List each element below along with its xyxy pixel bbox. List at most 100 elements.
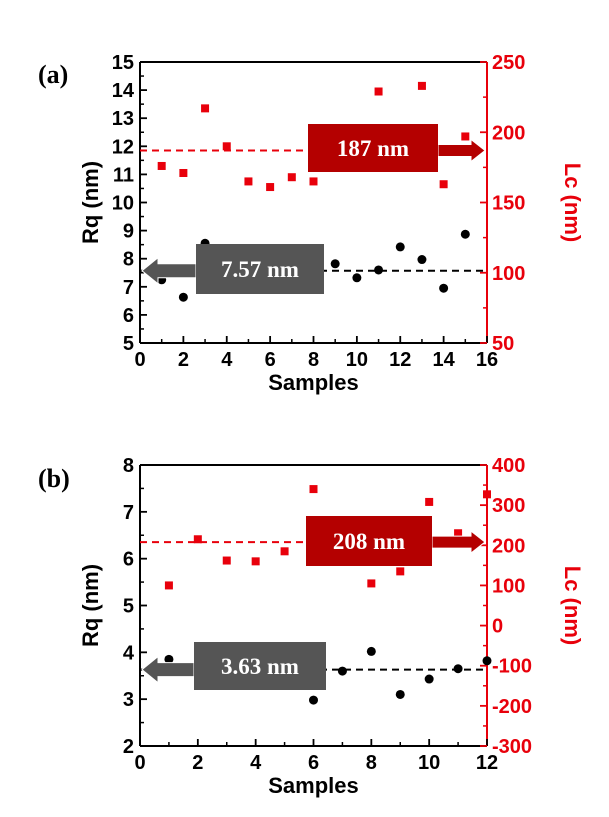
lc-point bbox=[425, 497, 434, 506]
lc-point bbox=[309, 485, 318, 494]
left-y-tick-label: 15 bbox=[112, 52, 134, 74]
callout-label: 7.57 nm bbox=[221, 257, 299, 282]
x-tick-label: 0 bbox=[134, 752, 145, 774]
x-tick-label: 4 bbox=[221, 349, 233, 371]
lc-point bbox=[454, 529, 463, 538]
right-y-tick-label: 100 bbox=[492, 575, 525, 597]
rq-point bbox=[330, 259, 340, 269]
callout-box bbox=[308, 124, 438, 172]
callout-box bbox=[196, 244, 324, 294]
left-y-axis-title: Rq (nm) bbox=[78, 564, 103, 647]
right-y-tick-label: 50 bbox=[492, 333, 514, 355]
lc-mean-callout: 187 nm bbox=[308, 124, 486, 172]
right-arrow-icon bbox=[437, 138, 486, 163]
x-tick-label: 14 bbox=[433, 349, 456, 371]
lc-point bbox=[157, 161, 166, 170]
x-tick-label: 2 bbox=[192, 752, 203, 774]
panel-label: (b) bbox=[38, 464, 70, 493]
right-y-tick-label: 200 bbox=[492, 535, 525, 557]
lc-point bbox=[222, 556, 231, 565]
right-y-axis-title: Lc (nm) bbox=[560, 163, 585, 242]
right-arrow-icon bbox=[431, 530, 486, 555]
rq-point bbox=[460, 229, 470, 239]
rq-point bbox=[374, 265, 384, 275]
x-axis-title: Samples bbox=[268, 370, 359, 395]
callout-label: 3.63 nm bbox=[221, 654, 299, 679]
left-y-tick-label: 12 bbox=[112, 136, 134, 158]
right-y-tick-label: 200 bbox=[492, 122, 525, 144]
x-tick-label: 2 bbox=[178, 349, 189, 371]
rq-point bbox=[164, 654, 174, 664]
right-y-tick-label: 400 bbox=[492, 455, 525, 477]
lc-point bbox=[193, 535, 202, 544]
left-y-tick-label: 11 bbox=[113, 164, 134, 186]
right-y-tick-label: -300 bbox=[492, 736, 532, 758]
lc-point bbox=[439, 180, 448, 189]
left-y-tick-label: 5 bbox=[123, 333, 134, 355]
lc-point bbox=[251, 557, 260, 566]
lc-point bbox=[396, 567, 405, 576]
left-y-tick-label: 2 bbox=[123, 736, 134, 758]
callout-box bbox=[194, 642, 326, 690]
x-tick-label: 4 bbox=[250, 752, 262, 774]
left-y-tick-label: 3 bbox=[123, 689, 134, 711]
left-arrow-icon bbox=[141, 655, 195, 684]
left-y-tick-label: 6 bbox=[123, 549, 134, 571]
lc-point bbox=[309, 177, 318, 186]
right-y-tick-label: 250 bbox=[492, 52, 525, 74]
left-arrow-icon bbox=[141, 256, 197, 285]
left-y-tick-label: 10 bbox=[112, 193, 134, 215]
left-y-tick-label: 7 bbox=[123, 277, 134, 299]
rq-mean-callout: 3.63 nm bbox=[141, 642, 326, 690]
lc-point bbox=[244, 177, 253, 186]
rq-point bbox=[352, 273, 362, 283]
x-tick-label: 8 bbox=[308, 349, 319, 371]
rq-point bbox=[417, 255, 427, 265]
right-y-axis-title: Lc (nm) bbox=[560, 566, 585, 645]
lc-point bbox=[201, 104, 210, 113]
left-y-axis-title: Rq (nm) bbox=[78, 161, 103, 244]
right-y-tick-label: 300 bbox=[492, 495, 525, 517]
lc-point bbox=[461, 132, 470, 141]
rq-point bbox=[482, 656, 492, 666]
right-y-tick-label: -200 bbox=[492, 696, 532, 718]
x-tick-label: 6 bbox=[308, 752, 319, 774]
rq-point bbox=[337, 666, 347, 676]
chart-panel-b: (b)0 2 4 6 8 10 122345678-300-200-100010020030… bbox=[38, 455, 585, 798]
lc-point bbox=[417, 81, 426, 90]
callout-label: 208 nm bbox=[333, 529, 405, 554]
lc-point bbox=[483, 490, 491, 499]
x-tick-label: 12 bbox=[389, 349, 411, 371]
x-axis-title: Samples bbox=[268, 773, 359, 798]
right-y-tick-label: -100 bbox=[492, 656, 532, 678]
chart-panel-a: (a) 0 2 4 6 8 10 12 14 16 5 6 7 8 9 10 11 12 13 14 15 50 100 15… bbox=[38, 52, 585, 395]
lc-point bbox=[179, 168, 188, 177]
lc-point bbox=[266, 183, 275, 192]
rq-point bbox=[395, 689, 405, 699]
rq-point bbox=[309, 695, 318, 705]
left-y-tick-label: 5 bbox=[123, 596, 134, 618]
x-tick-label: 12 bbox=[476, 752, 498, 774]
x-tick-label: 8 bbox=[366, 752, 377, 774]
lc-point bbox=[164, 581, 173, 590]
x-tick-label: 16 bbox=[476, 349, 498, 371]
left-y-tick-label: 8 bbox=[123, 455, 134, 477]
left-y-tick-label: 9 bbox=[123, 221, 134, 243]
rq-point bbox=[424, 674, 434, 684]
left-y-tick-label: 14 bbox=[112, 80, 135, 102]
x-tick-label: 6 bbox=[265, 349, 276, 371]
callout-box bbox=[306, 516, 432, 566]
rq-point bbox=[439, 283, 449, 293]
left-y-tick-label: 6 bbox=[123, 305, 134, 327]
rq-point bbox=[366, 646, 376, 656]
rq-mean-callout: 7.57 nm bbox=[141, 244, 324, 294]
right-y-tick-label: 0 bbox=[492, 616, 503, 638]
lc-mean-callout: 208 nm bbox=[306, 516, 486, 566]
lc-point bbox=[280, 547, 289, 556]
x-tick-label: 10 bbox=[418, 752, 440, 774]
lc-point bbox=[367, 579, 376, 588]
left-y-tick-label: 7 bbox=[123, 502, 134, 524]
left-y-tick-label: 13 bbox=[112, 108, 134, 130]
callout-label: 187 nm bbox=[337, 136, 409, 161]
